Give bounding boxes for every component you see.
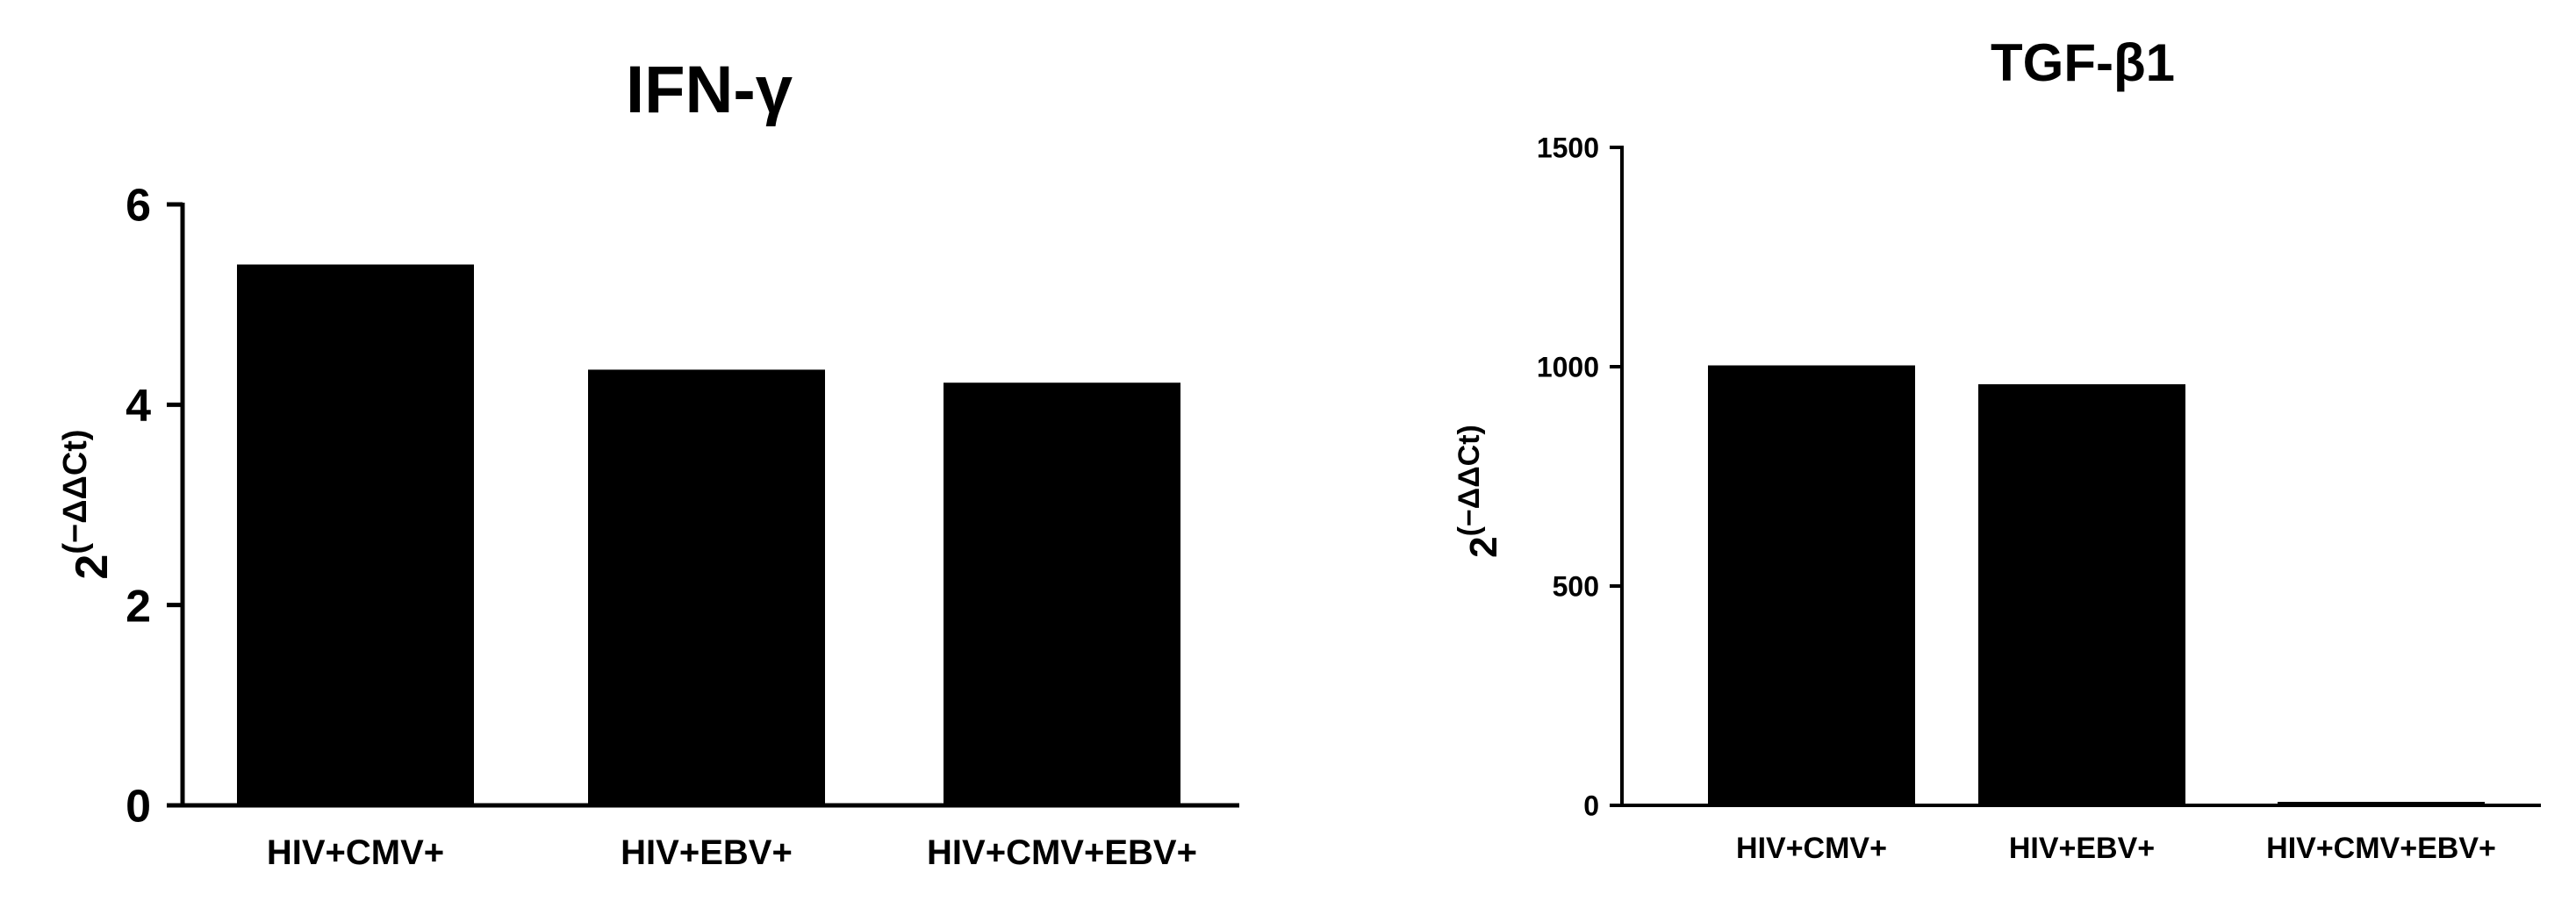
y-tick-label: 0 — [126, 782, 151, 833]
y-tick-label: 500 — [1553, 571, 1599, 603]
y-tick-label: 6 — [126, 181, 151, 232]
y-axis-label-exponent: (−ΔΔCt) — [57, 429, 94, 554]
x-tick-label: HIV+CMV+ — [1736, 832, 1887, 865]
y-axis-label-exponent: (−ΔΔCt) — [1453, 425, 1486, 536]
ifn-gamma-chart: IFN-γ 2(−ΔΔCt) HIV+CMV+ HIV+EBV+ HIV+CMV+E… — [57, 53, 1239, 872]
x-tick-label: HIV+CMV+ — [267, 833, 444, 872]
y-axis-label-base: 2 — [1462, 536, 1505, 557]
x-tick-label: HIV+EBV+ — [2009, 832, 2155, 865]
y-axis-label: 2(−ΔΔCt) — [1453, 425, 1505, 558]
bar-hiv-cmv- — [237, 264, 474, 805]
bar-hiv-cmv-ebv- — [944, 383, 1180, 805]
bar-hiv-ebv- — [1978, 384, 2185, 805]
y-tick-label: 2 — [126, 581, 151, 632]
axes: HIV+CMV+ HIV+EBV+ HIV+CMV+EBV+ 0 500 1000 1500 — [1537, 132, 2541, 865]
chart-title: TGF-β1 — [1991, 33, 2175, 92]
y-tick-label: 1000 — [1537, 352, 1599, 383]
y-tick-label: 0 — [1583, 790, 1599, 822]
x-tick-label: HIV+EBV+ — [621, 833, 793, 872]
tgf-beta1-chart: TGF-β1 2(−ΔΔCt) HIV+CMV+ HIV+EBV+ HIV+CMV+… — [1453, 33, 2541, 865]
bar-hiv-cmv- — [1708, 365, 1915, 805]
y-axis-label: 2(−ΔΔCt) — [57, 429, 118, 579]
bars — [237, 264, 1180, 805]
y-axis-label-base: 2 — [67, 554, 118, 580]
y-tick-label: 1500 — [1537, 132, 1599, 164]
x-tick-label: HIV+CMV+EBV+ — [927, 833, 1197, 872]
bars — [1708, 365, 2485, 805]
chart-title: IFN-γ — [626, 53, 793, 127]
y-tick-label: 4 — [126, 381, 151, 432]
axes: HIV+CMV+ HIV+EBV+ HIV+CMV+EBV+ 0 2 4 6 — [126, 181, 1239, 872]
bar-hiv-ebv- — [588, 369, 825, 805]
x-tick-label: HIV+CMV+EBV+ — [2266, 832, 2496, 865]
